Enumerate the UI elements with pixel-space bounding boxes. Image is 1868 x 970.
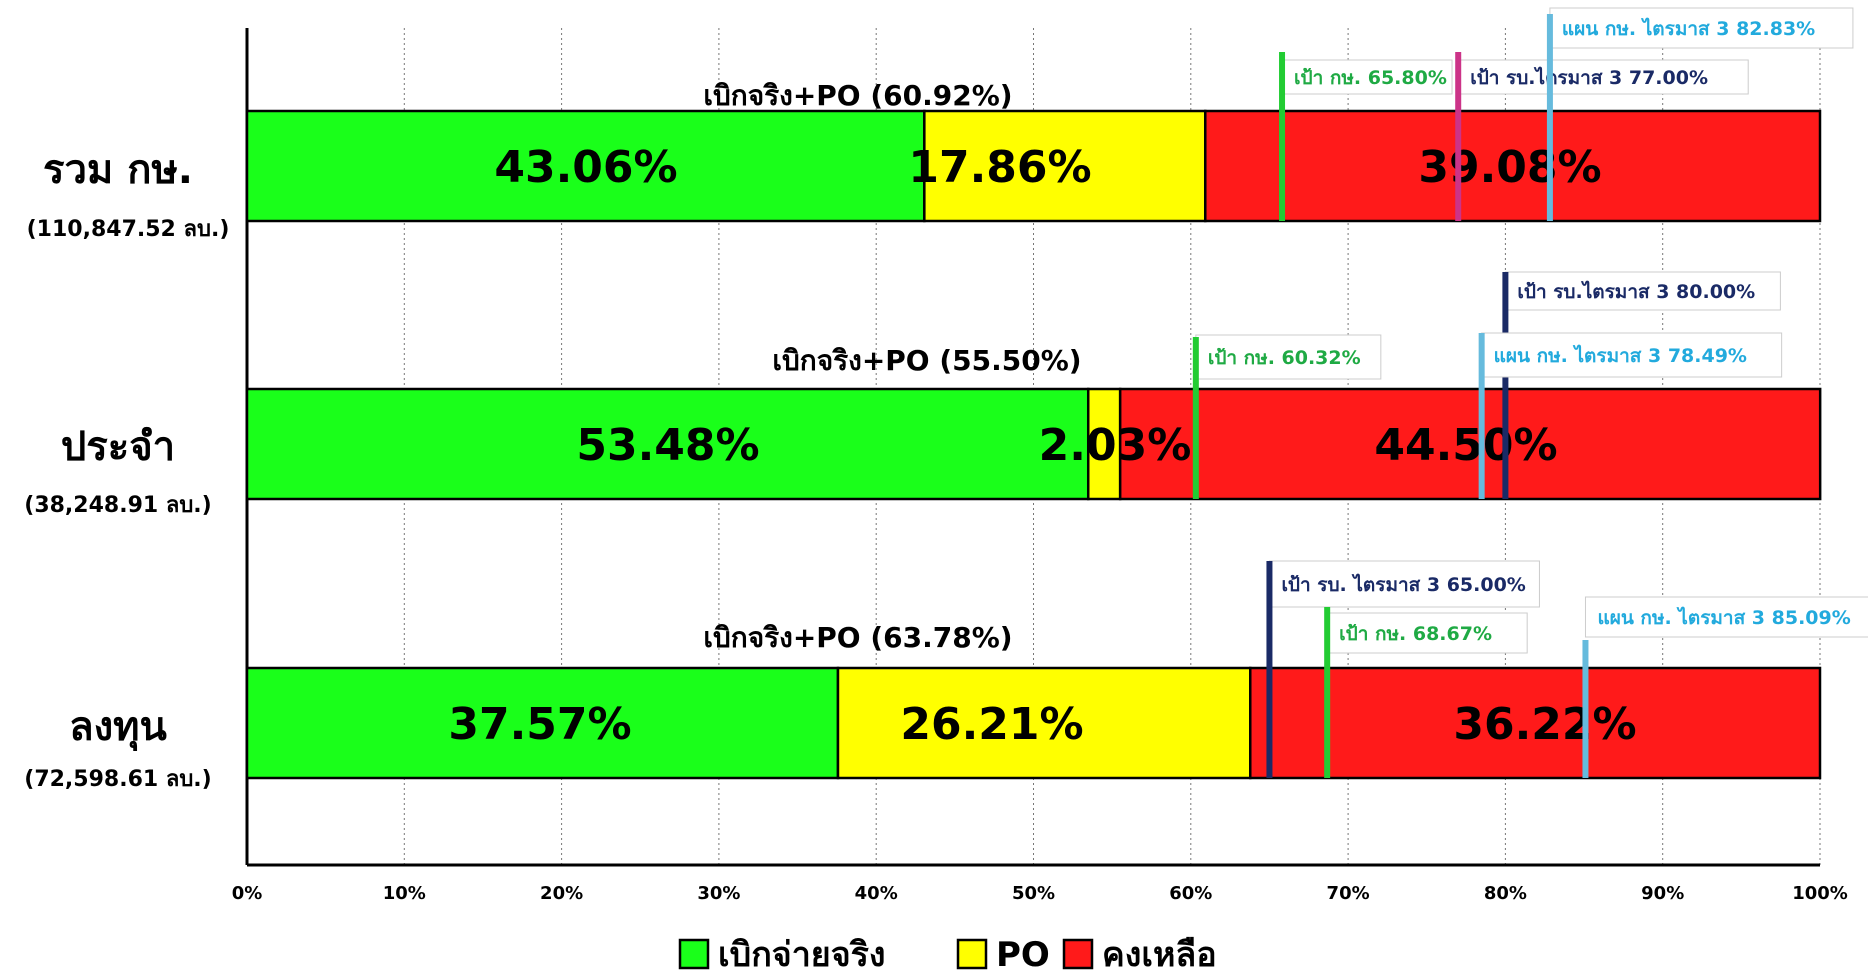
bar-segment: [1118, 387, 1822, 501]
category-budget-label: (38,248.91 ลบ.): [24, 493, 211, 518]
bar-segment: [1204, 109, 1822, 223]
legend-label: คงเหลือ: [1102, 935, 1217, 970]
bar-segment: [245, 387, 1090, 501]
marker-label-box: [1457, 59, 1749, 95]
x-tick-label: 30%: [697, 883, 740, 904]
summary-label: เบิกจริง+PO (55.50%): [772, 344, 1081, 377]
x-tick-label: 80%: [1484, 883, 1527, 904]
bar-segment: [836, 666, 1252, 780]
bar-segment: [245, 109, 926, 223]
category-budget-label: (110,847.52 ลบ.): [27, 217, 230, 242]
target-marker-label: เป้า รบ.ไตรมาส 3 77.00%: [1470, 66, 1708, 89]
bar-segment-label: 36.22%: [1453, 699, 1636, 750]
x-tick-label: 60%: [1169, 883, 1212, 904]
target-marker-label: เป้า กษ. 68.67%: [1339, 623, 1492, 645]
bar-segment-label: 43.06%: [494, 142, 677, 193]
summary-label: เบิกจริง+PO (60.92%): [703, 79, 1012, 112]
category-label: ประจำ: [61, 424, 175, 470]
legend-swatch: [1062, 938, 1094, 970]
marker-label-box: [1326, 612, 1528, 654]
x-tick-label: 100%: [1792, 883, 1848, 904]
marker-label-box: [1504, 271, 1781, 311]
bar-segment-label: 44.50%: [1374, 420, 1557, 471]
target-marker-label: แผน กษ. ไตรมาส 3 82.83%: [1562, 17, 1815, 40]
marker-label-box: [1268, 560, 1540, 608]
marker-label-box: [1549, 7, 1854, 49]
marker-label-box: [1281, 59, 1453, 95]
category-label: รวม กษ.: [43, 147, 193, 193]
x-tick-label: 10%: [383, 883, 426, 904]
target-marker-label: แผน กษ. ไตรมาส 3 78.49%: [1494, 344, 1747, 367]
bar-segment: [245, 666, 840, 780]
target-marker-label: เป้า กษ. 60.32%: [1208, 347, 1361, 369]
legend-swatch: [956, 938, 988, 970]
bar-segment: [923, 109, 1207, 223]
x-tick-label: 50%: [1012, 883, 1055, 904]
category-budget-label: (72,598.61 ลบ.): [24, 767, 211, 792]
legend-label: เบิกจ่ายจริง: [718, 935, 886, 970]
legend-label: PO: [996, 935, 1050, 970]
bar-segment-label: 17.86%: [908, 142, 1091, 193]
x-tick-label: 40%: [855, 883, 898, 904]
bar-segment: [1249, 666, 1822, 780]
bar-segment-label: 37.57%: [448, 699, 631, 750]
marker-label-box: [1584, 596, 1868, 638]
bar-segment-label: 26.21%: [900, 699, 1083, 750]
legend-swatch: [678, 938, 710, 970]
x-tick-label: 20%: [540, 883, 583, 904]
x-tick-label: 90%: [1641, 883, 1684, 904]
target-marker-label: เป้า รบ. ไตรมาส 3 65.00%: [1281, 573, 1525, 596]
bar-segment-label: 2.03%: [1039, 420, 1192, 471]
marker-label-box: [1481, 332, 1783, 378]
x-tick-label: 0%: [232, 883, 263, 904]
category-label: ลงทุน: [69, 704, 167, 752]
bar-segment-label: 39.08%: [1418, 142, 1601, 193]
target-marker-label: เป้า รบ.ไตรมาส 3 80.00%: [1517, 280, 1755, 303]
bar-segment-label: 53.48%: [576, 420, 759, 471]
summary-label: เบิกจริง+PO (63.78%): [703, 621, 1012, 654]
target-marker-label: แผน กษ. ไตรมาส 3 85.09%: [1597, 606, 1850, 629]
target-marker-label: เป้า กษ. 65.80%: [1294, 67, 1447, 89]
x-tick-label: 70%: [1327, 883, 1370, 904]
